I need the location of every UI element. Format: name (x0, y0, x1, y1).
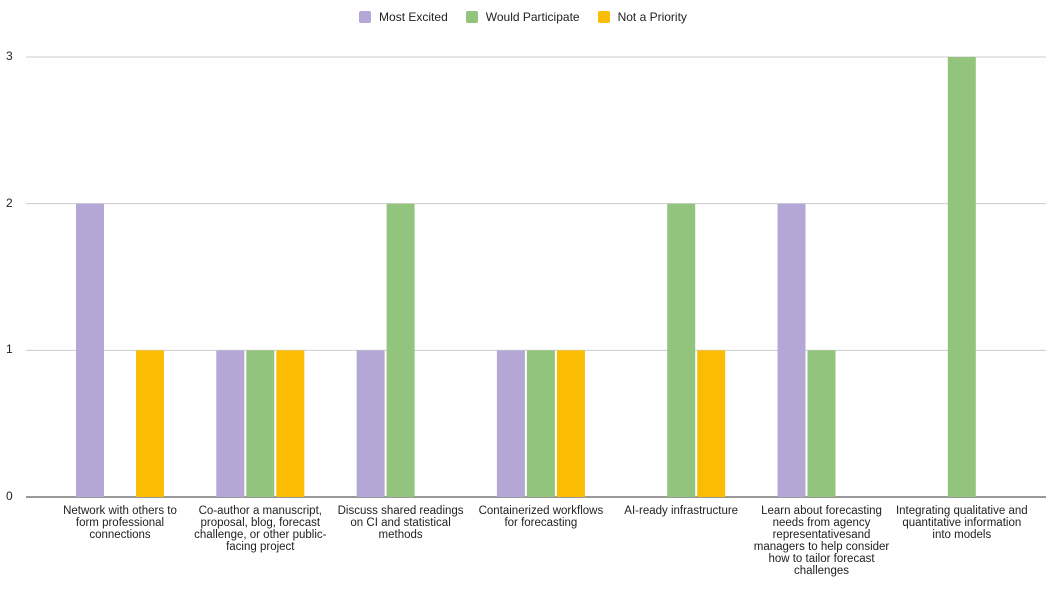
bar[interactable] (386, 203, 415, 497)
legend-item-most-excited[interactable]: Most Excited (359, 10, 448, 24)
bar[interactable] (136, 350, 164, 497)
legend-label: Not a Priority (617, 10, 687, 24)
legend-swatch (597, 11, 610, 23)
y-tick-label: 0 (6, 489, 13, 503)
x-tick-label: AI-ready infrastructure (624, 505, 739, 517)
x-tick-label: Discuss shared readings on CI and statis… (337, 505, 464, 541)
bar[interactable] (777, 203, 806, 497)
x-tick-label: Integrating qualitative and quantitative… (895, 505, 1028, 541)
x-tick-label: Learn about forecasting needs from agenc… (753, 505, 890, 577)
bar[interactable] (76, 203, 104, 497)
legend-swatch (465, 11, 478, 23)
legend-item-would-participate[interactable]: Would Participate (465, 10, 580, 24)
bar[interactable] (356, 350, 385, 497)
legend-label: Would Participate (485, 10, 580, 24)
x-tick-label: Containerized workflows for forecasting (478, 505, 604, 529)
y-tick-label: 2 (6, 195, 13, 210)
bar[interactable] (947, 57, 976, 497)
bar[interactable] (246, 350, 275, 497)
legend-swatch (359, 11, 372, 23)
y-tick-label: 3 (6, 49, 13, 63)
legend-label: Most Excited (379, 10, 448, 24)
bar[interactable] (667, 203, 696, 497)
x-tick-label: Network with others to form professional… (63, 505, 177, 541)
bar[interactable] (556, 350, 585, 497)
y-tick-label: 1 (6, 342, 13, 357)
bar[interactable] (526, 350, 555, 497)
bar[interactable] (807, 350, 836, 497)
bar[interactable] (496, 350, 525, 497)
bar[interactable] (697, 350, 726, 497)
bar[interactable] (216, 350, 245, 497)
legend-item-not-a-priority[interactable]: Not a Priority (597, 10, 687, 24)
x-tick-label: Co-author a manuscript, proposal, blog, … (194, 505, 327, 553)
bar[interactable] (276, 350, 305, 497)
legend: Most Excited Would Participate Not a Pri… (0, 10, 1046, 24)
